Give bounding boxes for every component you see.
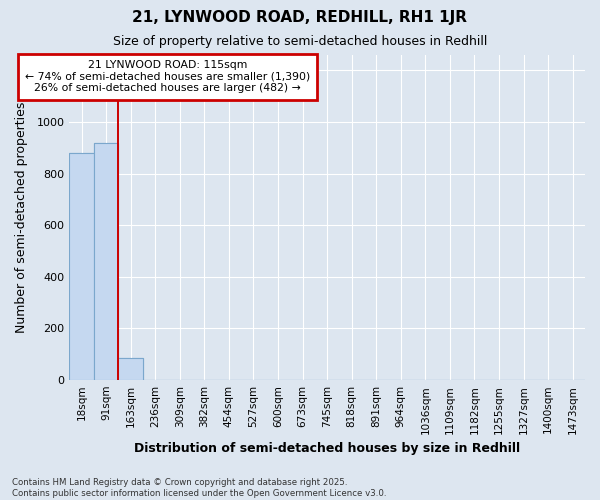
Y-axis label: Number of semi-detached properties: Number of semi-detached properties <box>15 102 28 333</box>
Bar <box>94 142 118 380</box>
Text: 21 LYNWOOD ROAD: 115sqm
← 74% of semi-detached houses are smaller (1,390)
26% of: 21 LYNWOOD ROAD: 115sqm ← 74% of semi-de… <box>25 60 310 94</box>
Text: Size of property relative to semi-detached houses in Redhill: Size of property relative to semi-detach… <box>113 35 487 48</box>
Bar <box>70 153 94 380</box>
Text: Contains HM Land Registry data © Crown copyright and database right 2025.
Contai: Contains HM Land Registry data © Crown c… <box>12 478 386 498</box>
Text: 21, LYNWOOD ROAD, REDHILL, RH1 1JR: 21, LYNWOOD ROAD, REDHILL, RH1 1JR <box>133 10 467 25</box>
Bar <box>118 358 143 380</box>
Bar <box>118 358 143 380</box>
Bar <box>94 142 118 380</box>
X-axis label: Distribution of semi-detached houses by size in Redhill: Distribution of semi-detached houses by … <box>134 442 520 455</box>
Bar <box>70 153 94 380</box>
